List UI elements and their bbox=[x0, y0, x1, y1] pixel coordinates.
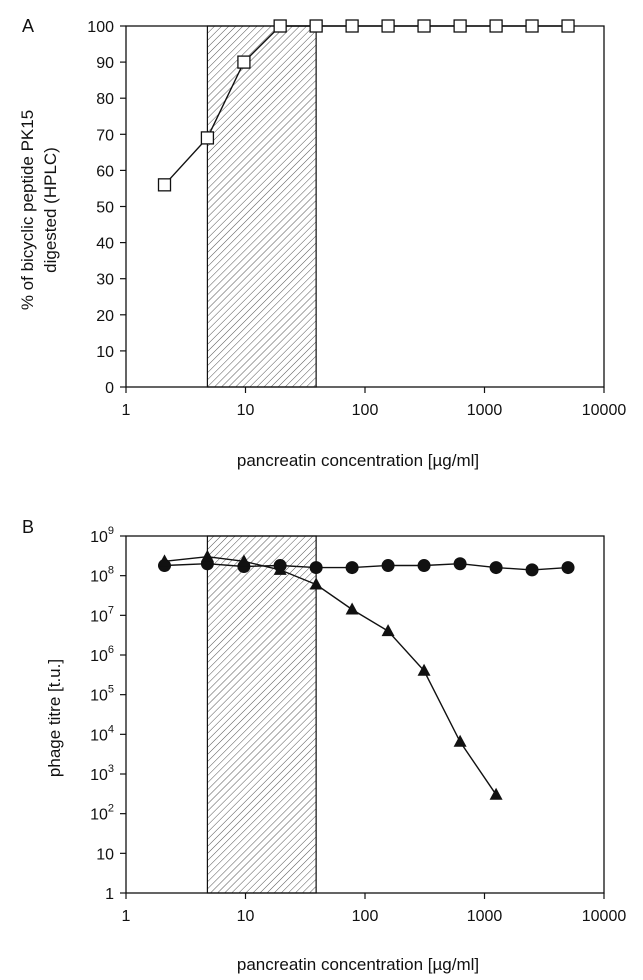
data-point-square bbox=[381, 19, 395, 33]
panel-b-shaded-region bbox=[206, 535, 317, 894]
y-tick-label: 50 bbox=[96, 200, 114, 217]
shaded-region bbox=[206, 25, 317, 388]
x-tick-label: 10 bbox=[237, 908, 255, 925]
y-tick-label: 10 bbox=[96, 846, 114, 863]
x-tick-label: 10 bbox=[237, 402, 255, 419]
series-line bbox=[164, 555, 497, 796]
data-point-square bbox=[157, 178, 172, 192]
shaded-region bbox=[206, 535, 317, 894]
data-point-square bbox=[453, 19, 467, 33]
plot-frame bbox=[125, 25, 605, 388]
y-tick-label: 106 bbox=[90, 644, 114, 665]
data-point-triangle bbox=[345, 602, 359, 615]
data-point-triangle bbox=[273, 562, 287, 575]
x-tick-label: 10000 bbox=[582, 402, 627, 419]
y-tick-label: 0 bbox=[105, 380, 114, 397]
x-tick-label: 1000 bbox=[467, 908, 503, 925]
y-tick-label: 104 bbox=[90, 723, 114, 744]
data-point-circle bbox=[561, 561, 575, 575]
y-tick-label: 108 bbox=[90, 565, 114, 586]
y-tick-label: 103 bbox=[90, 763, 114, 784]
y-tick-label: 60 bbox=[96, 163, 114, 180]
x-tick-label: 100 bbox=[352, 908, 379, 925]
y-tick-label: 10 bbox=[96, 344, 114, 361]
y-tick-label: 70 bbox=[96, 127, 114, 144]
panel-a-shaded-region bbox=[206, 25, 317, 388]
data-point-circle bbox=[417, 559, 431, 573]
y-tick-label: 40 bbox=[96, 236, 114, 253]
y-tick-label: 100 bbox=[87, 19, 114, 36]
panel-a-axes: 1 10 100 1000 10000 0 10 20 30 40 50 60 70 80 90 100 bbox=[87, 19, 626, 419]
data-point-square bbox=[489, 19, 503, 33]
data-point-circle bbox=[381, 559, 395, 573]
data-point-square bbox=[561, 19, 575, 33]
data-point-triangle bbox=[381, 624, 395, 637]
data-point-square bbox=[525, 19, 539, 33]
data-point-triangle bbox=[158, 554, 172, 567]
data-point-triangle bbox=[309, 577, 323, 590]
y-tick-label: 1 bbox=[105, 886, 114, 903]
data-point-square bbox=[200, 131, 215, 145]
panel-b-x-axis-label: pancreatin concentration [µg/ml] bbox=[237, 955, 479, 974]
panel-b-series bbox=[158, 549, 575, 800]
data-point-triangle bbox=[417, 663, 431, 676]
panel-a-y-axis-label-line-2: digested (HPLC) bbox=[41, 147, 60, 273]
y-tick-label: 105 bbox=[90, 684, 114, 705]
panel-b-letter: B bbox=[22, 517, 34, 537]
data-point-circle bbox=[309, 561, 323, 575]
x-tick-label: 1 bbox=[122, 908, 131, 925]
data-point-circle bbox=[345, 561, 359, 575]
y-tick-label: 109 bbox=[90, 525, 114, 546]
panel-a-letter: A bbox=[22, 16, 34, 36]
y-tick-label: 102 bbox=[90, 803, 114, 824]
data-point-circle bbox=[453, 557, 467, 571]
data-point-square bbox=[345, 19, 359, 33]
data-point-square bbox=[417, 19, 431, 33]
panel-b-chart: B 1 10 100 1000 10000 1 10 102 103 104 105 106 107 10… bbox=[22, 517, 626, 974]
data-point-triangle bbox=[453, 734, 467, 747]
data-point-circle bbox=[525, 563, 539, 577]
panel-b-y-axis-label: phage titre [t.u.] bbox=[45, 659, 64, 777]
data-point-circle bbox=[489, 561, 503, 575]
data-point-triangle bbox=[489, 787, 503, 800]
plot-frame bbox=[125, 535, 605, 894]
y-tick-label: 20 bbox=[96, 308, 114, 325]
x-tick-label: 1 bbox=[122, 402, 131, 419]
panel-b-axes: 1 10 100 1000 10000 1 10 102 103 104 105 106 107 108 1… bbox=[90, 525, 626, 925]
x-tick-label: 100 bbox=[352, 402, 379, 419]
panel-a-series bbox=[157, 19, 575, 192]
y-tick-label: 90 bbox=[96, 55, 114, 72]
y-tick-label: 80 bbox=[96, 91, 114, 108]
panel-a-chart: A 1 10 100 1000 100000102030405060708090100 … bbox=[18, 16, 626, 470]
data-point-square bbox=[273, 19, 287, 33]
y-tick-label: 107 bbox=[90, 604, 114, 625]
data-point-square bbox=[309, 19, 323, 33]
panel-a-y-axis-label-line-1: % of bicyclic peptide PK15 bbox=[18, 110, 37, 310]
panel-a-x-axis-label: pancreatin concentration [µg/ml] bbox=[237, 451, 479, 470]
x-tick-label: 10000 bbox=[582, 908, 627, 925]
y-tick-label: 30 bbox=[96, 272, 114, 289]
data-point-triangle bbox=[200, 549, 214, 562]
data-point-square bbox=[237, 55, 251, 69]
x-tick-label: 1000 bbox=[467, 402, 503, 419]
data-point-triangle bbox=[237, 554, 251, 567]
